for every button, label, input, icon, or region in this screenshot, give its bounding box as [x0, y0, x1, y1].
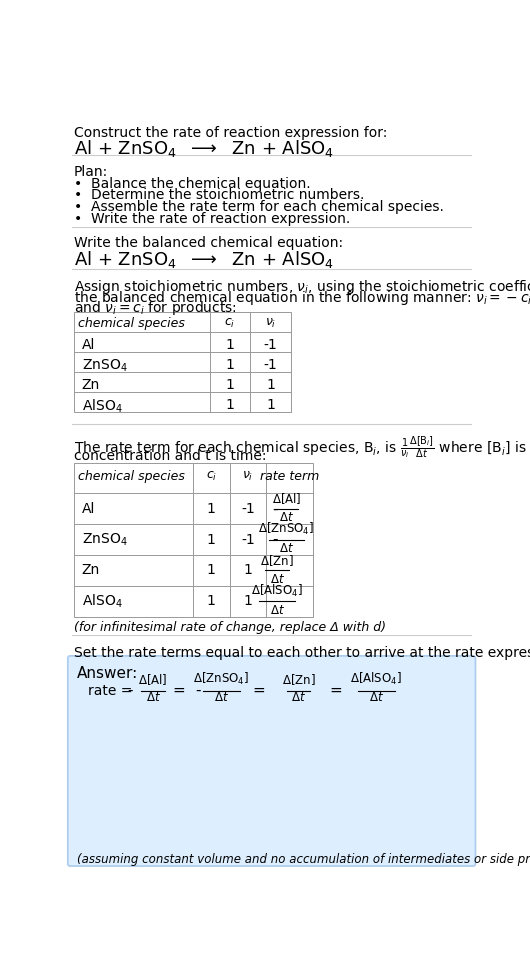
Text: -: -	[272, 502, 278, 516]
Text: The rate term for each chemical species, B$_i$, is $\frac{1}{\nu_i}\frac{\Delta[: The rate term for each chemical species,…	[74, 434, 530, 461]
Text: Set the rate terms equal to each other to arrive at the rate expression:: Set the rate terms equal to each other t…	[74, 646, 530, 659]
Text: $\Delta$[Zn]: $\Delta$[Zn]	[260, 553, 294, 568]
Text: $\Delta$[Al]: $\Delta$[Al]	[138, 672, 168, 687]
Text: $\Delta$[AlSO$_4$]: $\Delta$[AlSO$_4$]	[251, 582, 303, 599]
Text: 1: 1	[244, 563, 252, 578]
Text: 1: 1	[225, 378, 234, 392]
Text: -: -	[272, 532, 278, 547]
Text: Construct the rate of reaction expression for:: Construct the rate of reaction expressio…	[74, 126, 387, 140]
Text: 1: 1	[225, 357, 234, 372]
Text: -1: -1	[241, 533, 255, 546]
Text: Al + ZnSO$_4$  $\longrightarrow$  Zn + AlSO$_4$: Al + ZnSO$_4$ $\longrightarrow$ Zn + AlS…	[74, 138, 334, 160]
Text: chemical species: chemical species	[78, 318, 185, 330]
Text: •  Balance the chemical equation.: • Balance the chemical equation.	[74, 177, 311, 191]
Text: Zn: Zn	[82, 563, 100, 578]
Text: 1: 1	[207, 533, 216, 546]
Text: (for infinitesimal rate of change, replace Δ with d): (for infinitesimal rate of change, repla…	[74, 621, 386, 634]
Text: concentration and t is time:: concentration and t is time:	[74, 449, 267, 463]
Text: $\nu_i$: $\nu_i$	[242, 469, 254, 483]
Text: 1: 1	[225, 398, 234, 412]
Text: $\Delta t$: $\Delta t$	[279, 542, 294, 555]
Text: =: =	[172, 683, 185, 698]
Text: $\Delta t$: $\Delta t$	[270, 573, 285, 585]
Text: $\Delta t$: $\Delta t$	[369, 692, 384, 704]
Text: Plan:: Plan:	[74, 165, 108, 178]
Text: 1: 1	[266, 398, 275, 412]
Text: =: =	[252, 683, 265, 698]
Text: Zn: Zn	[82, 378, 100, 392]
Text: $\Delta$[ZnSO$_4$]: $\Delta$[ZnSO$_4$]	[258, 521, 314, 538]
Text: $\Delta t$: $\Delta t$	[279, 511, 294, 524]
Bar	[74, 312, 291, 412]
Text: chemical species: chemical species	[78, 469, 185, 482]
Text: ZnSO$_4$: ZnSO$_4$	[82, 532, 128, 547]
Text: -1: -1	[241, 502, 255, 516]
Text: 1: 1	[244, 594, 252, 608]
Text: rate =: rate =	[88, 684, 132, 697]
Text: (assuming constant volume and no accumulation of intermediates or side products): (assuming constant volume and no accumul…	[77, 853, 530, 866]
Text: Write the balanced chemical equation:: Write the balanced chemical equation:	[74, 237, 343, 250]
Text: rate term: rate term	[260, 469, 319, 482]
Text: -1: -1	[263, 338, 277, 352]
Text: 1: 1	[266, 378, 275, 392]
Text: $\Delta$[Al]: $\Delta$[Al]	[271, 492, 301, 506]
Text: $c_i$: $c_i$	[224, 318, 235, 330]
Text: AlSO$_4$: AlSO$_4$	[82, 592, 122, 610]
Text: Al + ZnSO$_4$  $\longrightarrow$  Zn + AlSO$_4$: Al + ZnSO$_4$ $\longrightarrow$ Zn + AlS…	[74, 248, 334, 270]
Text: $\Delta t$: $\Delta t$	[270, 604, 285, 617]
Text: Assign stoichiometric numbers, $\nu_i$, using the stoichiometric coefficients, $: Assign stoichiometric numbers, $\nu_i$, …	[74, 278, 530, 296]
FancyBboxPatch shape	[68, 656, 475, 866]
Text: and $\nu_i = c_i$ for products:: and $\nu_i = c_i$ for products:	[74, 299, 237, 318]
Text: the balanced chemical equation in the following manner: $\nu_i = -c_i$ for react: the balanced chemical equation in the fo…	[74, 288, 530, 307]
Text: $c_i$: $c_i$	[206, 469, 217, 483]
Text: -: -	[196, 683, 201, 698]
Bar	[74, 463, 313, 617]
Text: Answer:: Answer:	[77, 666, 138, 681]
Text: $\Delta t$: $\Delta t$	[214, 692, 229, 704]
Text: •  Assemble the rate term for each chemical species.: • Assemble the rate term for each chemic…	[74, 200, 444, 214]
Text: $\Delta$[Zn]: $\Delta$[Zn]	[282, 672, 315, 687]
Text: ZnSO$_4$: ZnSO$_4$	[82, 357, 128, 374]
Text: •  Determine the stoichiometric numbers.: • Determine the stoichiometric numbers.	[74, 189, 365, 203]
Text: 1: 1	[207, 594, 216, 608]
Text: Al: Al	[82, 502, 95, 516]
Text: •  Write the rate of reaction expression.: • Write the rate of reaction expression.	[74, 211, 350, 226]
Text: -: -	[127, 683, 133, 698]
Text: Al: Al	[82, 338, 95, 352]
Text: 1: 1	[207, 502, 216, 516]
Text: AlSO$_4$: AlSO$_4$	[82, 398, 122, 415]
Text: $\Delta$[ZnSO$_4$]: $\Delta$[ZnSO$_4$]	[193, 670, 249, 687]
Text: 1: 1	[225, 338, 234, 352]
Text: -1: -1	[263, 357, 277, 372]
Text: $\Delta t$: $\Delta t$	[146, 692, 161, 704]
Text: =: =	[330, 683, 342, 698]
Text: 1: 1	[207, 563, 216, 578]
Text: $\Delta t$: $\Delta t$	[292, 692, 306, 704]
Text: $\Delta$[AlSO$_4$]: $\Delta$[AlSO$_4$]	[350, 670, 402, 687]
Text: $\nu_i$: $\nu_i$	[265, 318, 276, 330]
